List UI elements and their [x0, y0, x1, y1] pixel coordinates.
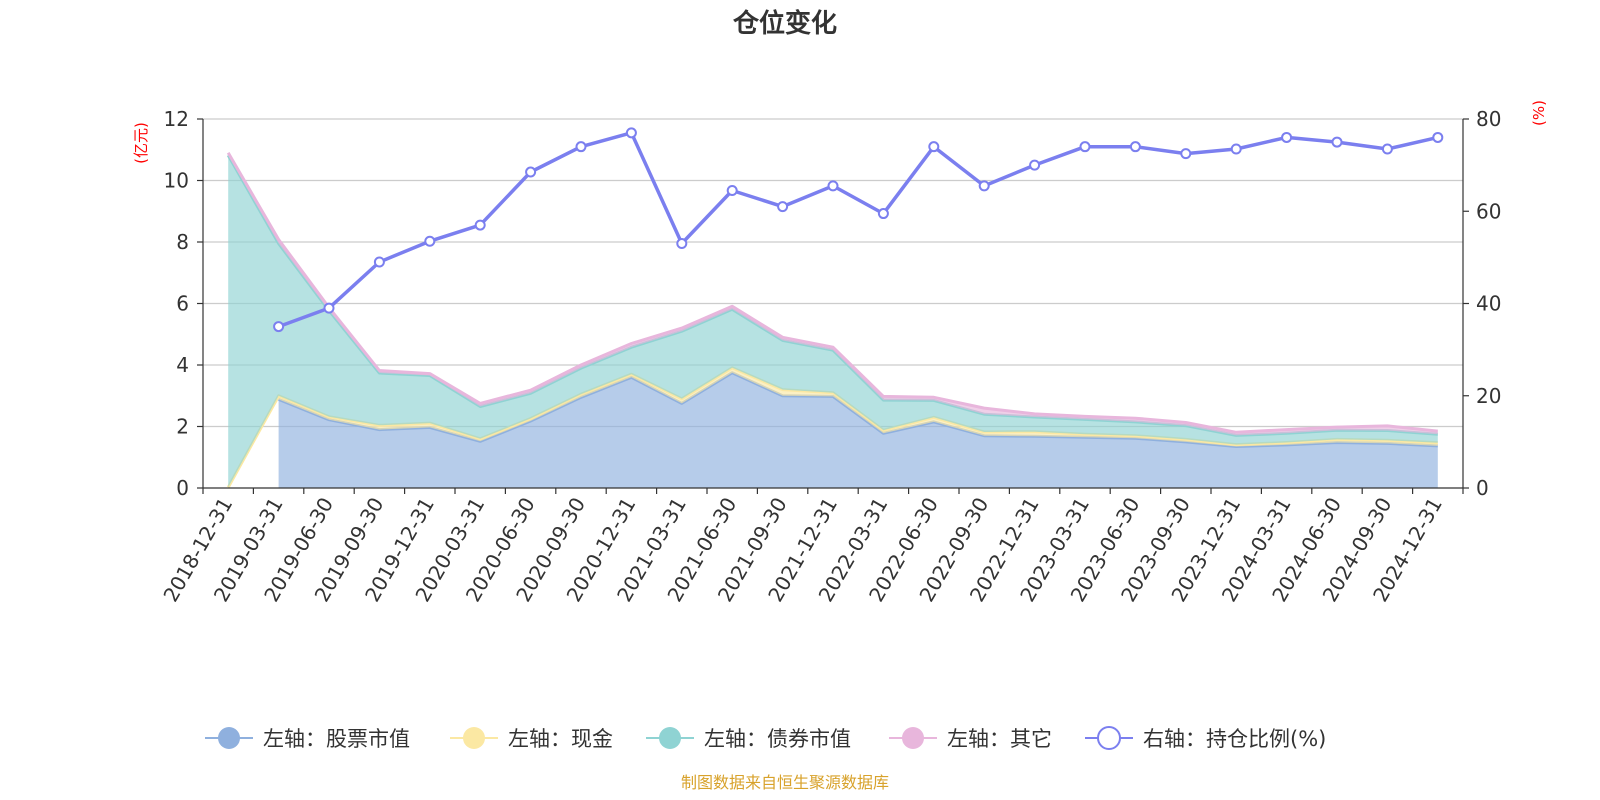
ratio-point [424, 235, 436, 247]
right-axis-tick-label: 0 [1476, 476, 1489, 500]
ratio-point [726, 184, 738, 196]
legend: 左轴：股票市值 左轴：现金 左轴：债券市值 左轴：其它 右轴：持仓比例(%) [205, 726, 1326, 751]
ratio-point [877, 208, 889, 220]
data-source-note: 制图数据来自恒生聚源数据库 [681, 773, 889, 792]
ratio-point [1331, 136, 1343, 148]
legend-item-ratio: 右轴：持仓比例(%) [1085, 726, 1326, 751]
legend-item-other: 左轴：其它 [889, 727, 1052, 751]
ratio-point [928, 141, 940, 153]
stock-area [278, 372, 1438, 488]
ratio-point [625, 127, 637, 139]
ratio-point [1079, 141, 1091, 153]
ratio-point [474, 219, 486, 231]
ratio-point [373, 256, 385, 268]
ratio-point [1281, 131, 1293, 143]
ratio-point [1180, 148, 1192, 160]
legend-filled-circle-icon [902, 727, 924, 749]
chart-title: 仓位变化 [732, 8, 837, 39]
right-axis-tick-label: 20 [1476, 384, 1501, 408]
legend-label: 左轴：其它 [947, 727, 1052, 751]
ratio-point [1230, 143, 1242, 155]
legend-label: 右轴：持仓比例(%) [1143, 727, 1326, 751]
legend-filled-circle-icon [218, 727, 240, 749]
left-axis-tick-label: 10 [164, 169, 189, 193]
stock-area-top-line [278, 371, 1438, 448]
legend-item-stock: 左轴：股票市值 [205, 727, 410, 751]
right-axis-unit: (%) [1530, 100, 1548, 126]
legend-label: 左轴：债券市值 [704, 727, 851, 751]
other-area-top-line [226, 152, 1438, 434]
ratio-point [777, 201, 789, 213]
legend-item-bond: 左轴：债券市值 [646, 727, 851, 751]
legend-filled-circle-icon [463, 727, 485, 749]
left-axis-tick-label: 4 [176, 353, 189, 377]
ratio-point [827, 180, 839, 192]
ratio-point [1381, 143, 1393, 155]
right-axis-tick-label: 60 [1476, 199, 1501, 223]
ratio-line-series [273, 127, 1444, 333]
bond-area [228, 155, 1438, 488]
legend-filled-circle-icon [659, 727, 681, 749]
ratio-point [1029, 159, 1041, 171]
stacked-areas [226, 152, 1438, 489]
ratio-line [277, 131, 1439, 329]
right-axis-tick-label: 80 [1476, 107, 1501, 131]
legend-item-cash: 左轴：现金 [450, 727, 613, 751]
left-axis-tick-label: 6 [176, 292, 189, 316]
legend-hollow-circle-icon [1097, 726, 1121, 750]
ratio-point [676, 238, 688, 250]
right-axis-tick-label: 40 [1476, 292, 1501, 316]
left-axis-tick-label: 2 [176, 415, 189, 439]
left-axis-tick-label: 8 [176, 230, 189, 254]
left-axis-tick-label: 12 [164, 107, 189, 131]
legend-label: 左轴：股票市值 [263, 727, 410, 751]
ratio-point [323, 302, 335, 314]
ratio-point [525, 166, 537, 178]
legend-label: 左轴：现金 [508, 727, 613, 751]
ratio-point [1432, 131, 1444, 143]
ratio-point [575, 141, 587, 153]
ratio-point [1129, 141, 1141, 153]
left-axis-tick-label: 0 [176, 476, 189, 500]
ratio-point [978, 180, 990, 192]
ratio-point [273, 321, 285, 333]
left-axis-unit: (亿元) [132, 122, 150, 164]
